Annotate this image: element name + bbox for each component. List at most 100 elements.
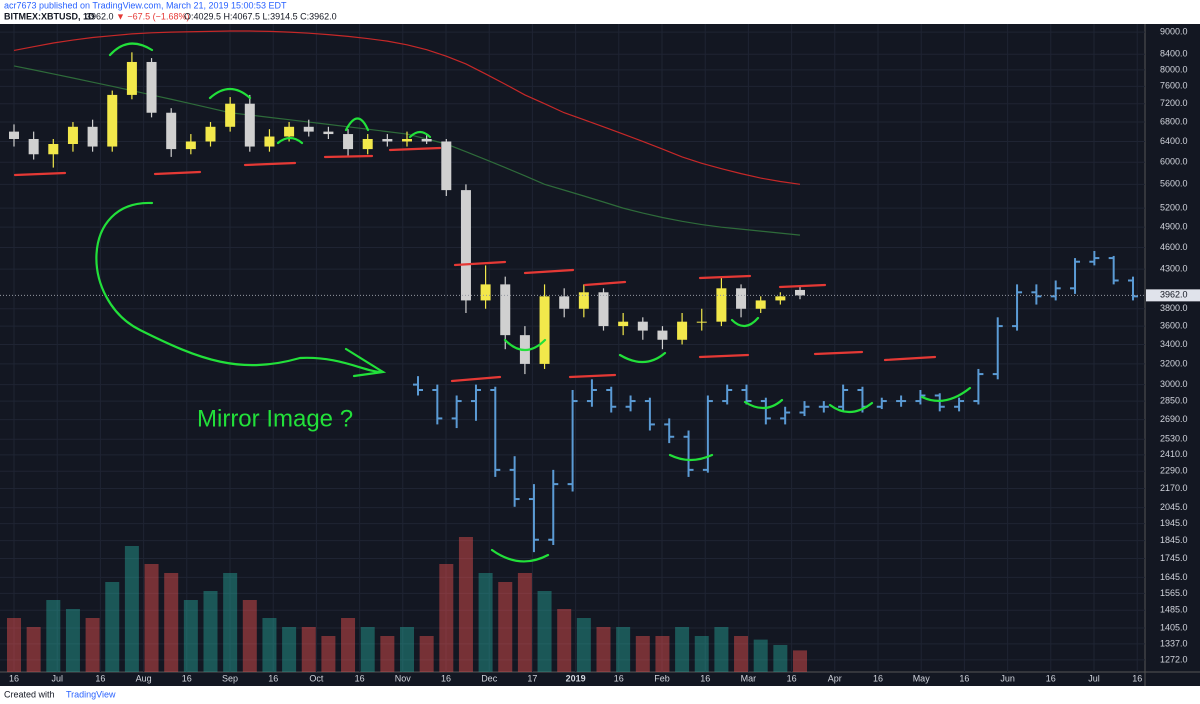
- y-tick-label: 3800.0: [1160, 303, 1188, 313]
- volume-bar: [321, 636, 336, 672]
- y-tick-label: 5600.0: [1160, 179, 1188, 189]
- x-tick-label: 16: [95, 673, 105, 683]
- y-tick-label: 1645.0: [1160, 572, 1188, 582]
- volume-bar: [773, 645, 788, 672]
- x-tick-label: 16: [1132, 673, 1142, 683]
- y-tick-label: 3400.0: [1160, 339, 1188, 349]
- volume-bar: [282, 627, 297, 672]
- y-tick-label: 2690.0: [1160, 414, 1188, 424]
- candle-body: [598, 292, 609, 327]
- x-tick-label: Jul: [51, 673, 63, 683]
- candle-body: [87, 126, 98, 147]
- publisher: acr7673 published on TradingView.com, Ma…: [4, 0, 287, 10]
- y-tick-label: 8000.0: [1160, 64, 1188, 74]
- volume-bar: [301, 627, 316, 672]
- volume-bar: [498, 582, 513, 672]
- annotations: Mirror Image ?: [13, 42, 972, 563]
- candle-body: [382, 138, 393, 142]
- y-tick-label: 1272.0: [1160, 654, 1188, 664]
- volume-bar: [242, 600, 257, 672]
- x-tick-label: Nov: [395, 673, 412, 683]
- volume-bar: [694, 636, 709, 672]
- price: 3962.0: [86, 11, 114, 21]
- volume-bar: [734, 636, 749, 672]
- annotation-text: Mirror Image ?: [197, 405, 353, 432]
- x-tick-label: 16: [873, 673, 883, 683]
- y-tick-label: 1845.0: [1160, 535, 1188, 545]
- volume-bar: [655, 636, 670, 672]
- y-tick-label: 6000.0: [1160, 157, 1188, 167]
- candle-body: [28, 138, 39, 155]
- volume-bar: [714, 627, 729, 672]
- volume-bar: [26, 627, 41, 672]
- candle-body: [303, 126, 314, 132]
- y-tick-label: 3200.0: [1160, 358, 1188, 368]
- candle-body: [284, 126, 295, 137]
- x-tick-label: 16: [1046, 673, 1056, 683]
- x-tick-label: 16: [268, 673, 278, 683]
- candle-body: [677, 321, 688, 340]
- candle-body: [775, 296, 786, 301]
- x-tick-label: Apr: [828, 673, 842, 683]
- volume-bar: [537, 591, 552, 672]
- candle-body: [107, 94, 118, 147]
- y-tick-label: 4300.0: [1160, 263, 1188, 273]
- moving-average: [13, 30, 801, 185]
- candle-body: [146, 61, 157, 113]
- y-tick-label: 1337.0: [1160, 638, 1188, 648]
- x-tick-label: Mar: [741, 673, 757, 683]
- volume-bar: [675, 627, 690, 672]
- candle-body: [716, 288, 727, 322]
- volume-bar: [360, 627, 375, 672]
- volume-bar: [164, 573, 179, 672]
- candle-body: [559, 296, 570, 309]
- x-tick-label: 16: [700, 673, 710, 683]
- volume-bar: [616, 627, 631, 672]
- symbol: BITMEX:XBTUSD, 1D: [4, 11, 95, 21]
- volume-bar: [341, 618, 356, 672]
- candle-body: [618, 321, 629, 327]
- volume-bar: [203, 591, 218, 672]
- x-tick-label: 16: [355, 673, 365, 683]
- y-tick-label: 1945.0: [1160, 518, 1188, 528]
- candle-body: [657, 330, 668, 340]
- volume-bar: [458, 537, 473, 672]
- footer-bar: [0, 686, 1200, 704]
- volume-bar: [46, 600, 61, 672]
- x-tick-label: Dec: [481, 673, 498, 683]
- y-tick-label: 1405.0: [1160, 622, 1188, 632]
- candle-body: [755, 300, 766, 309]
- volume-bar: [439, 564, 454, 672]
- candle-body: [323, 131, 334, 135]
- candle-body: [539, 296, 550, 364]
- volume-bar: [635, 636, 650, 672]
- volume-bar: [380, 636, 395, 672]
- x-tick-label: 16: [182, 673, 192, 683]
- volume-bar: [105, 582, 120, 672]
- volume-bar: [793, 650, 807, 672]
- x-tick-label: 17: [527, 673, 537, 683]
- x-tick-label: Oct: [309, 673, 324, 683]
- x-tick-label: Aug: [136, 673, 152, 683]
- marks-layer: 3962.0: [0, 30, 1200, 553]
- y-tick-label: 2850.0: [1160, 395, 1188, 405]
- y-tick-label: 5200.0: [1160, 202, 1188, 212]
- x-tick-label: Jul: [1088, 673, 1100, 683]
- volume-layer: [7, 537, 807, 672]
- x-tick-label: Sep: [222, 673, 238, 683]
- volume-bar: [144, 564, 159, 672]
- last-price-box: [1146, 289, 1200, 302]
- candle-body: [696, 321, 707, 323]
- candle-body: [225, 103, 236, 127]
- volume-bar: [65, 609, 80, 672]
- y-tick-label: 1745.0: [1160, 553, 1188, 563]
- x-tick-label: Feb: [654, 673, 670, 683]
- y-tick-label: 3600.0: [1160, 320, 1188, 330]
- y-tick-label: 7600.0: [1160, 81, 1188, 91]
- x-tick-label: May: [913, 673, 931, 683]
- ohlc: O:4029.5 H:4067.5 L:3914.5 C:3962.0: [184, 11, 337, 21]
- y-tick-label: 9000.0: [1160, 26, 1188, 36]
- x-tick-label: 16: [9, 673, 19, 683]
- volume-bar: [400, 627, 414, 672]
